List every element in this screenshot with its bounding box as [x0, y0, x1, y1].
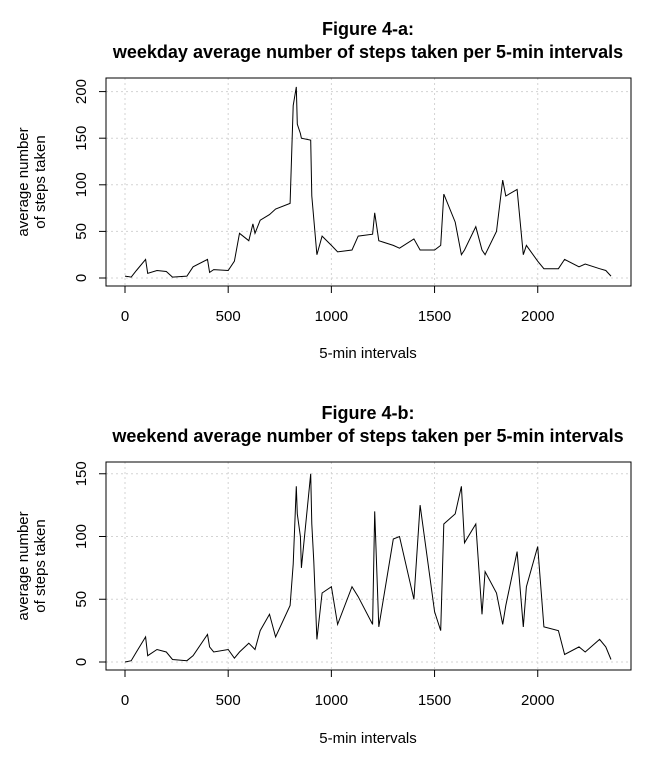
y-tick-label: 200	[73, 79, 90, 104]
panel-a-y-axis: 0 50 100 150 200	[73, 79, 106, 282]
x-tick-label: 1500	[418, 308, 451, 325]
panel-a-subtitle: weekday average number of steps taken pe…	[112, 42, 623, 62]
panel-b-subtitle: weekend average number of steps taken pe…	[111, 426, 623, 446]
panel-a-plot-box	[105, 77, 632, 287]
x-tick-label: 0	[121, 308, 129, 325]
x-tick-label: 1000	[315, 692, 348, 709]
x-tick-label: 1000	[315, 308, 348, 325]
panel-b-y-label-line2: of steps taken	[32, 519, 49, 612]
y-tick-label: 150	[73, 461, 90, 486]
x-tick-label: 500	[216, 308, 241, 325]
panel-weekday: Figure 4-a: weekday average number of st…	[15, 19, 632, 362]
x-tick-label: 2000	[521, 692, 554, 709]
y-tick-label: 50	[73, 591, 90, 608]
panel-a-y-label-line2: of steps taken	[32, 135, 49, 228]
panel-a-title: Figure 4-a:	[322, 19, 414, 39]
panel-weekend: Figure 4-b: weekend average number of st…	[15, 403, 632, 747]
panel-b-series-line	[124, 473, 612, 663]
y-tick-label: 0	[73, 274, 90, 282]
x-tick-label: 500	[216, 692, 241, 709]
y-tick-label: 0	[73, 658, 90, 666]
panel-b-plot-box	[105, 461, 632, 671]
x-tick-label: 0	[121, 692, 129, 709]
panel-a-series-line	[124, 86, 612, 278]
x-tick-label: 1500	[418, 692, 451, 709]
panel-a-y-label-line1: average number	[15, 127, 32, 236]
y-tick-label: 100	[73, 172, 90, 197]
panel-a-y-label: average number of steps taken	[15, 127, 49, 236]
panel-b-y-label: average number of steps taken	[15, 511, 49, 620]
y-tick-label: 150	[73, 126, 90, 151]
x-tick-label: 2000	[521, 308, 554, 325]
panel-a-x-label: 5-min intervals	[319, 345, 417, 362]
panel-b-title: Figure 4-b:	[322, 403, 415, 423]
panel-b-x-label: 5-min intervals	[319, 730, 417, 747]
panel-b-y-label-line1: average number	[15, 511, 32, 620]
panel-a-x-axis: 0 500 1000 1500 2000	[121, 286, 554, 325]
y-tick-label: 100	[73, 524, 90, 549]
y-tick-label: 50	[73, 223, 90, 240]
panel-b-x-axis: 0 500 1000 1500 2000	[121, 670, 554, 709]
panel-b-y-axis: 0 50 100 150	[73, 461, 106, 666]
